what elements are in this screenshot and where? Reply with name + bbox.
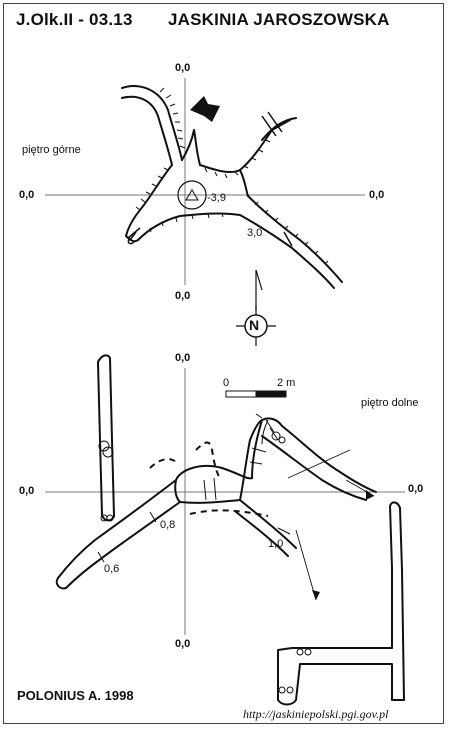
upper-level-label: piętro górne [22, 144, 81, 156]
upper-hachures [135, 87, 329, 265]
scale-end: 2 m [277, 377, 296, 389]
scale-bar [225, 390, 287, 398]
upper-axis-top: 0,0 [175, 62, 191, 74]
scale-start: 0 [223, 377, 230, 389]
cave-name: JASKINIA JAROSZOWSKA [168, 10, 390, 29]
entrance-arrow-icon [190, 96, 220, 122]
north-arrow [236, 269, 276, 346]
lower-level-label: piętro dolne [361, 397, 419, 409]
lower-arrow-heads [312, 490, 374, 600]
upper-depth-a: -3,9 [207, 192, 226, 204]
lower-cave-outline [55, 354, 405, 706]
upper-axis-right: 0,0 [369, 189, 385, 201]
lower-depth-b: 0,6 [104, 563, 120, 575]
lower-thin-arrows [287, 449, 375, 601]
lower-dashed-outlines [149, 441, 269, 517]
upper-axis-left: 0,0 [19, 189, 35, 201]
upper-small-passage [127, 227, 141, 245]
datum-circle [177, 180, 207, 210]
upper-cave-outline [121, 85, 343, 289]
map-frame [3, 3, 444, 724]
lower-axis-right: 0,0 [408, 483, 424, 495]
upper-axis-bottom: 0,0 [175, 290, 191, 302]
lower-details [97, 413, 312, 694]
lower-depth-a: 0,8 [160, 519, 176, 531]
source-url: http://jaskiniepolski.pgi.gov.pl [243, 707, 389, 721]
lower-axis-left: 0,0 [19, 485, 35, 497]
upper-depth-b: 3,0 [247, 227, 263, 239]
author-credit: POLONIUS A. 1998 [17, 688, 134, 703]
datum-triangle-icon [185, 189, 199, 201]
lower-axis-top: 0,0 [175, 352, 191, 364]
upper-entrance-lines [261, 111, 293, 247]
north-letter: N [249, 317, 260, 333]
lower-depth-c: 1,0 [268, 538, 284, 550]
cave-code: J.Olk.II - 03.13 [16, 10, 133, 29]
lower-axis-bottom: 0,0 [175, 638, 191, 650]
